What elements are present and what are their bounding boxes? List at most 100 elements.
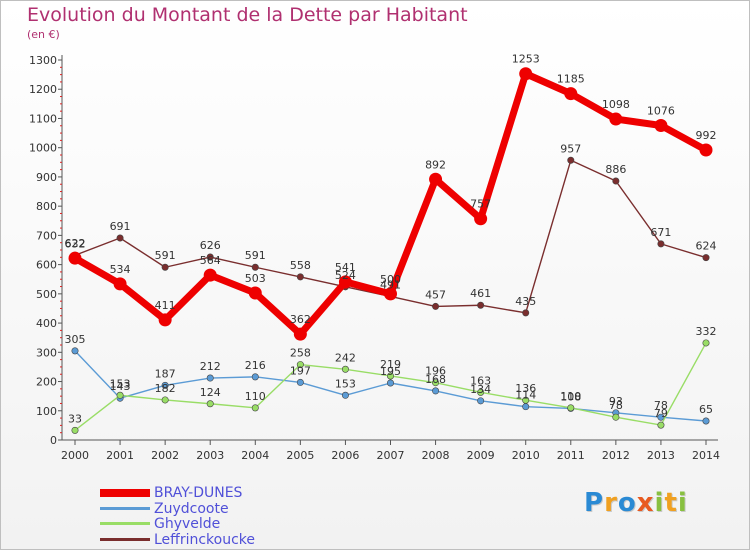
- data-point: [113, 277, 127, 291]
- data-label: 197: [290, 364, 311, 377]
- data-point: [68, 251, 82, 265]
- data-point: [657, 240, 665, 248]
- y-tick-label: 500: [36, 288, 57, 301]
- data-point: [251, 404, 259, 412]
- data-label: 461: [470, 287, 491, 300]
- data-point: [206, 253, 214, 261]
- data-point: [477, 301, 485, 309]
- data-point: [293, 327, 307, 341]
- data-label: 500: [380, 273, 401, 286]
- data-point: [386, 372, 394, 380]
- data-label: 564: [200, 254, 221, 267]
- data-label: 110: [245, 390, 266, 403]
- data-label: 79: [654, 407, 668, 420]
- data-label: 558: [290, 259, 311, 272]
- data-label: 78: [654, 399, 668, 412]
- data-label: 457: [425, 288, 446, 301]
- data-label: 134: [470, 383, 491, 396]
- x-tick-label: 2011: [557, 449, 585, 462]
- data-point: [384, 287, 397, 301]
- y-tick-label: 600: [36, 259, 57, 272]
- y-tick-label: 1200: [29, 83, 57, 96]
- data-point: [702, 339, 710, 347]
- data-point: [116, 391, 124, 399]
- x-tick-label: 2012: [602, 449, 630, 462]
- data-label: 187: [155, 367, 176, 380]
- data-point: [296, 378, 304, 386]
- legend-swatch: [100, 489, 150, 497]
- data-label: 153: [110, 377, 131, 390]
- data-point: [158, 313, 172, 327]
- x-tick-label: 2004: [241, 449, 269, 462]
- data-point: [519, 67, 533, 81]
- y-tick-label: 100: [36, 405, 57, 418]
- chart-title: Evolution du Montant de la Dette par Hab…: [27, 4, 468, 26]
- data-label: 624: [696, 240, 717, 253]
- data-label: 503: [245, 272, 266, 285]
- x-tick-label: 2009: [467, 449, 495, 462]
- x-tick-label: 2007: [377, 449, 405, 462]
- data-label: 671: [650, 226, 671, 239]
- data-point: [474, 212, 488, 226]
- data-point: [251, 263, 259, 271]
- x-tick-label: 2001: [106, 449, 134, 462]
- data-point: [609, 112, 623, 126]
- data-label: 1098: [602, 98, 630, 111]
- y-tick-label: 1300: [29, 54, 57, 67]
- legend-label: Zuydcoote: [154, 500, 229, 517]
- data-point: [477, 397, 485, 405]
- data-label: 124: [200, 386, 221, 399]
- data-label: 411: [155, 299, 176, 312]
- data-point: [657, 413, 665, 421]
- data-point: [432, 387, 440, 395]
- data-label: 591: [155, 249, 176, 262]
- data-label: 1185: [557, 73, 585, 86]
- logo-letter: r: [604, 488, 618, 518]
- data-label: 534: [110, 263, 131, 276]
- logo-letter: t: [664, 488, 678, 518]
- x-tick-label: 2010: [512, 449, 540, 462]
- data-label: 541: [335, 261, 356, 274]
- data-point: [296, 273, 304, 281]
- data-label: 992: [696, 129, 717, 142]
- data-point: [702, 254, 710, 262]
- data-label: 892: [425, 158, 446, 171]
- data-label: 143: [110, 380, 131, 393]
- y-tick-label: 0: [50, 434, 57, 447]
- data-point: [522, 396, 530, 404]
- data-point: [338, 275, 352, 289]
- data-label: 196: [425, 365, 446, 378]
- data-point: [248, 286, 262, 300]
- y-tick-label: 400: [36, 317, 57, 330]
- data-label: 362: [290, 313, 311, 326]
- data-point: [71, 347, 79, 355]
- x-tick-label: 2014: [692, 449, 720, 462]
- data-label: 242: [335, 351, 356, 364]
- legend-swatch: [100, 522, 150, 525]
- data-label: 622: [65, 237, 86, 250]
- x-tick-label: 2003: [196, 449, 224, 462]
- data-point: [206, 400, 214, 408]
- data-label: 136: [515, 382, 536, 395]
- y-tick-label: 800: [36, 200, 57, 213]
- data-label: 216: [245, 359, 266, 372]
- legend-swatch: [100, 537, 150, 541]
- legend-label: BRAY-DUNES: [154, 485, 243, 501]
- data-point: [203, 268, 217, 282]
- x-tick-label: 2002: [151, 449, 179, 462]
- data-point: [702, 417, 710, 425]
- data-point: [564, 87, 578, 101]
- data-point: [612, 177, 620, 185]
- data-label: 435: [515, 295, 536, 308]
- data-label: 212: [200, 360, 221, 373]
- data-point: [161, 263, 169, 271]
- data-point: [522, 403, 530, 411]
- data-label: 491: [380, 278, 401, 291]
- data-point: [71, 426, 79, 434]
- data-label: 163: [470, 374, 491, 387]
- x-tick-label: 2006: [331, 449, 359, 462]
- legend-swatch: [100, 506, 150, 510]
- data-point: [429, 172, 443, 186]
